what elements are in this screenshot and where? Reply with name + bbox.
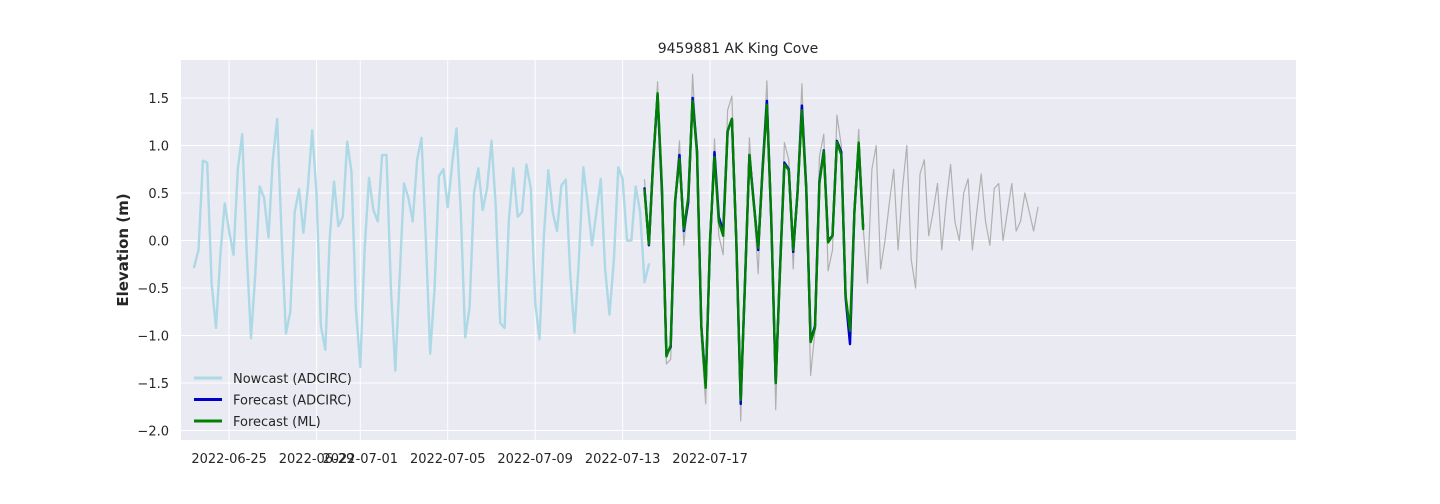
y-tick-label: −0.5 [137,282,169,297]
y-axis-label: Elevation (m) [114,193,132,306]
y-tick-label: 1.0 [148,140,169,155]
x-tick-label: 2022-07-05 [410,452,486,467]
x-tick-label: 2022-07-17 [672,452,748,467]
y-tick-label: 0.5 [148,187,169,202]
plot-area [181,60,1296,440]
x-tick-label: 2022-07-01 [322,452,398,467]
legend: Nowcast (ADCIRC) Forecast (ADCIRC) Forecas… [194,372,352,430]
series-line-forecast-ml [643,91,865,402]
y-tick-label: −2.0 [137,425,169,440]
series-layer [192,73,1039,422]
series-line-nowcast-adcirc [192,117,651,372]
y-tick-label: −1.0 [137,330,169,345]
x-tick-label: 2022-07-09 [497,452,573,467]
y-tick-label: 0.0 [148,235,169,250]
x-tick-label: 2022-07-13 [585,452,661,467]
grid [181,60,1296,440]
x-tick-label: 2022-06-25 [191,452,267,467]
x-tick-label: 2022-06-29 [279,452,355,467]
y-tick-label: −1.5 [137,377,169,392]
legend-label-forecast-adcirc: Forecast (ADCIRC) [233,394,352,409]
y-tick-label: 1.5 [148,92,169,107]
legend-label-forecast-ml: Forecast (ML) [233,415,321,430]
legend-label-nowcast-adcirc: Nowcast (ADCIRC) [233,372,352,387]
chart-title: 9459881 AK King Cove [658,41,819,57]
